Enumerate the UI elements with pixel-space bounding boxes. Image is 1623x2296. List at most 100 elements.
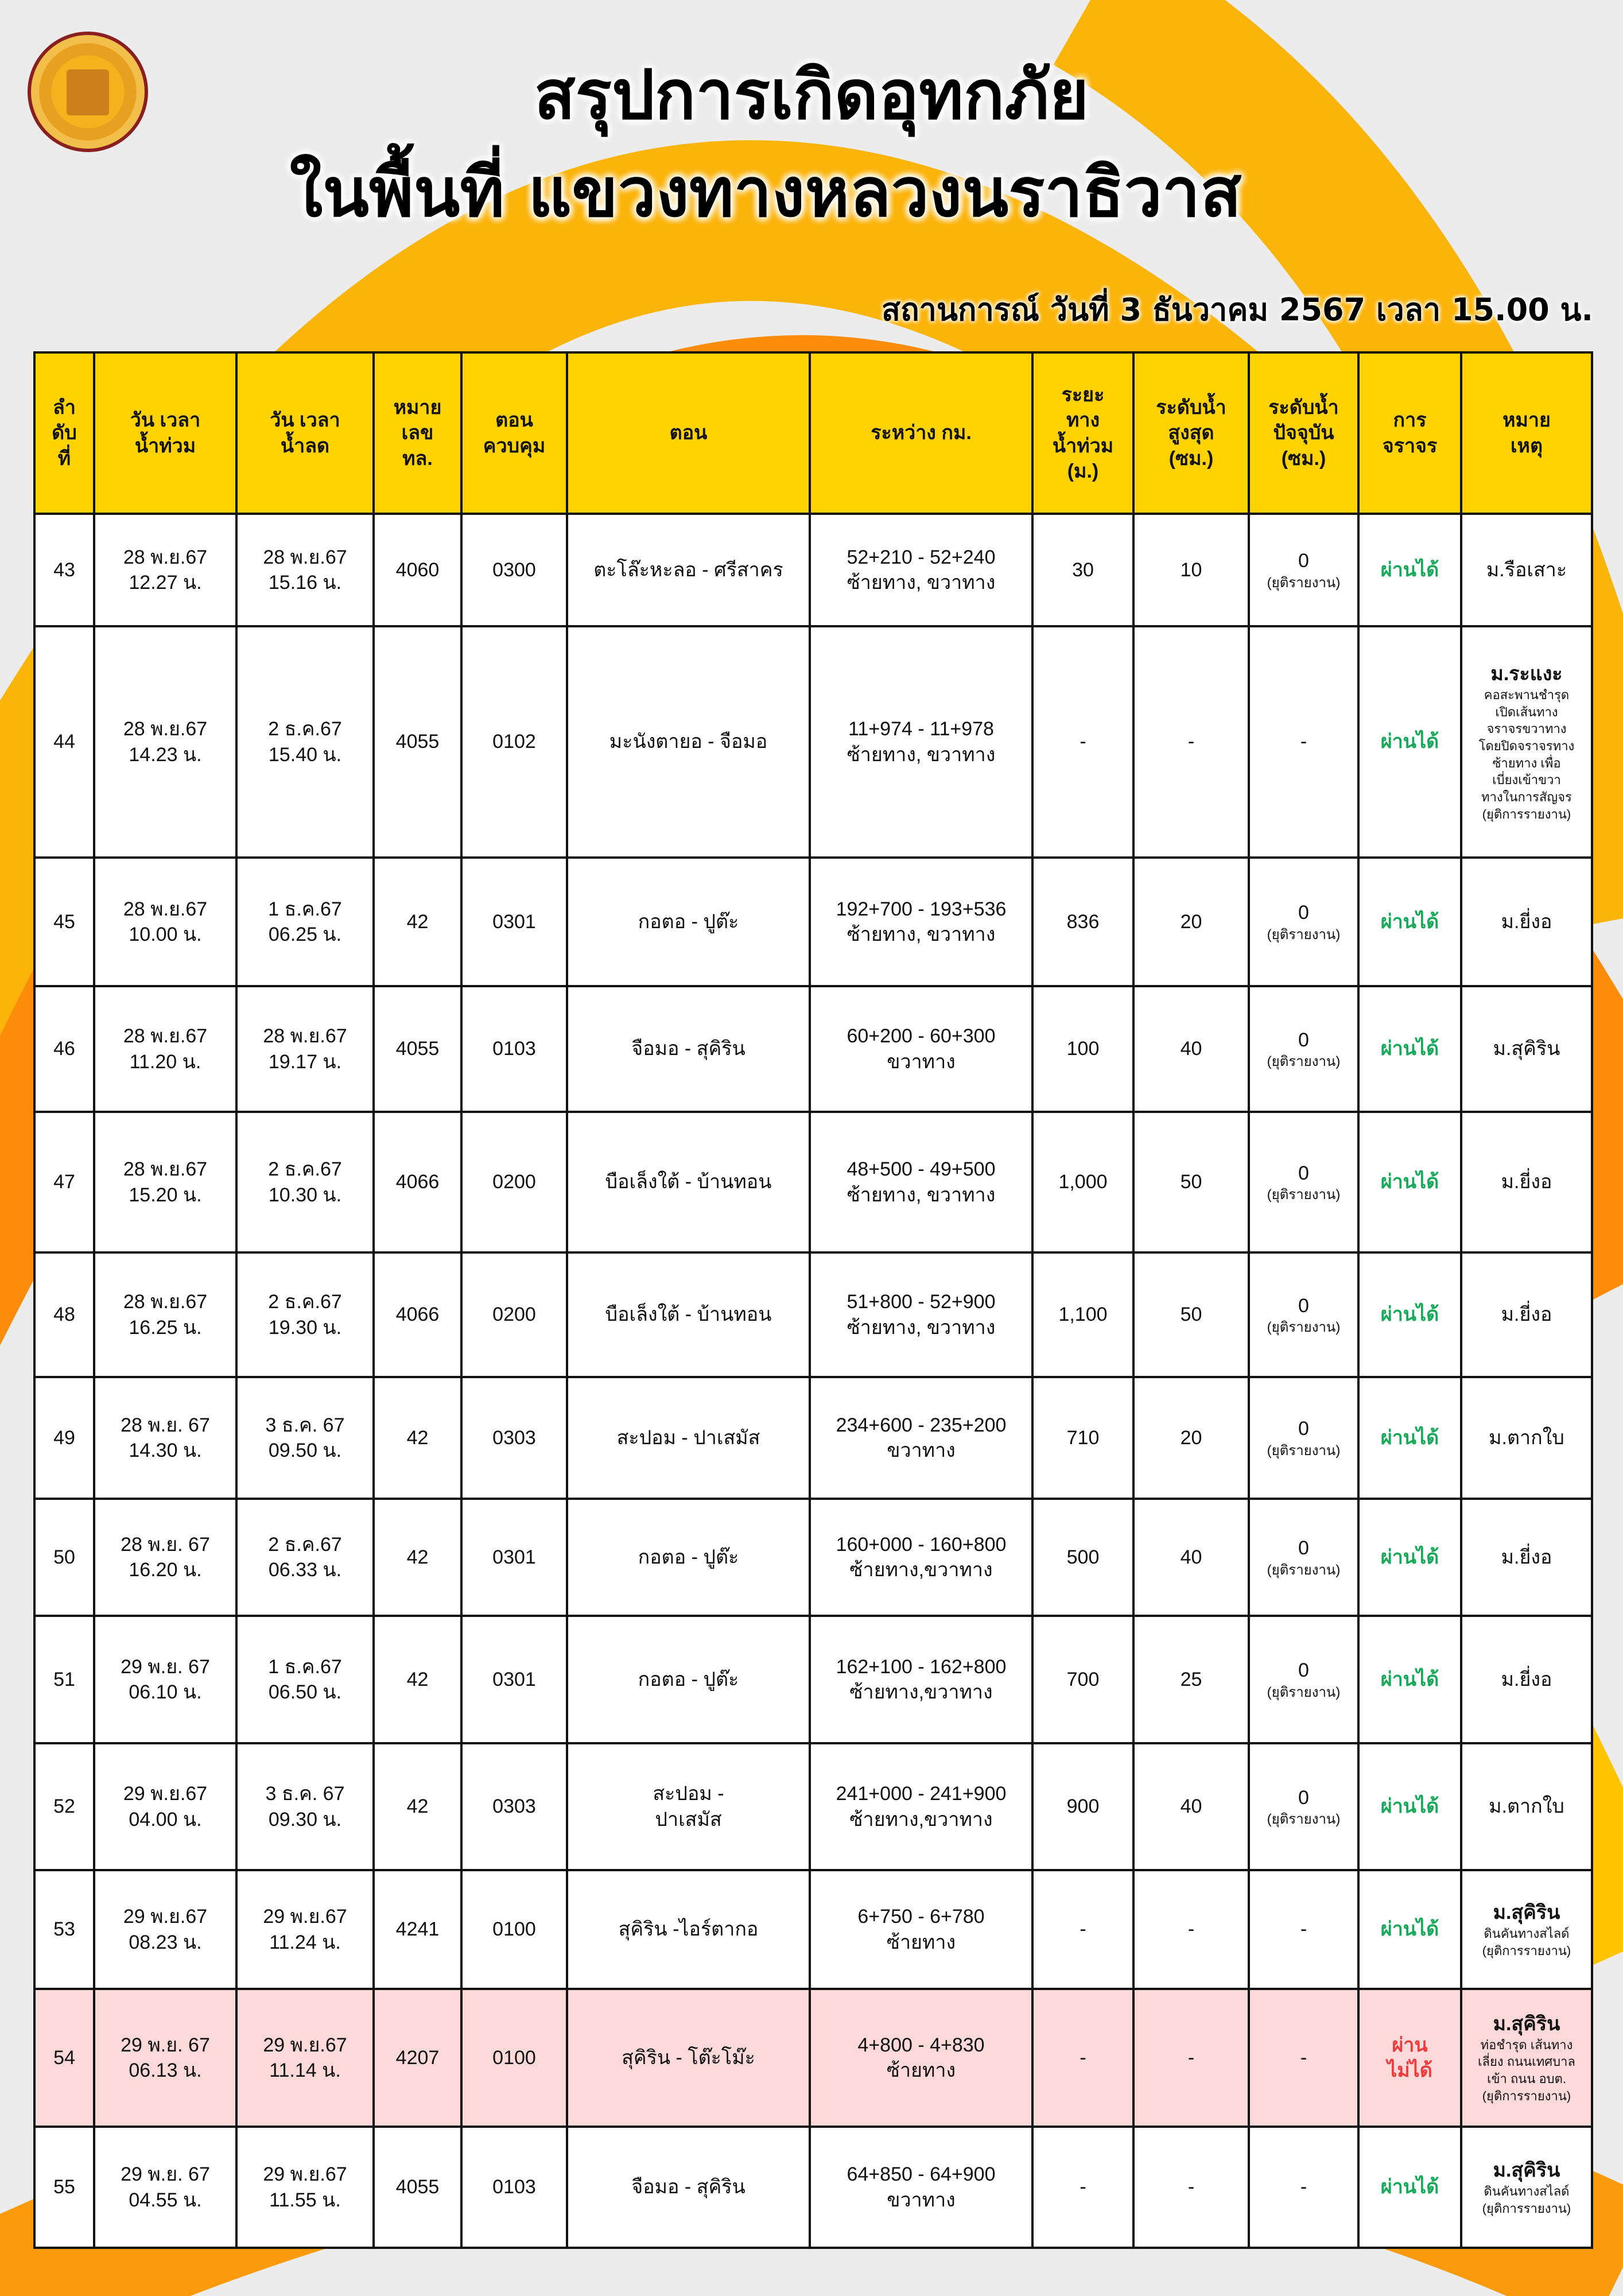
cell-max-level-text: 20 [1180, 1426, 1202, 1449]
cell-flood-distance: 1,100 [1031, 1251, 1135, 1378]
cell-no-text: 52 [53, 1795, 75, 1818]
cell-max-level-text: 40 [1180, 1795, 1202, 1818]
cell-flood-time: 28 พ.ย.67 11.20 น. [93, 985, 238, 1113]
cell-flood-distance: - [1031, 1988, 1135, 2128]
column-header-flood-distance: ระยะ ทาง น้ำท่วม (ม.) [1031, 351, 1135, 515]
cell-no: 53 [33, 1869, 95, 1990]
cell-recede-time-text: 28 พ.ย.67 15.16 น. [263, 546, 347, 594]
cell-flood-distance-text: 30 [1072, 559, 1094, 581]
cell-no: 47 [33, 1111, 95, 1254]
cell-recede-time: 2 ธ.ค.67 06.33 น. [235, 1498, 375, 1617]
cell-flood-time-text: 28 พ.ย.67 16.25 น. [123, 1291, 208, 1339]
cell-traffic-status: ผ่านได้ [1357, 1111, 1462, 1254]
current-level-note: (ยุติรายงาน) [1267, 1442, 1341, 1459]
current-level-note: (ยุติรายงาน) [1267, 1054, 1341, 1069]
cell-max-level: 20 [1132, 1376, 1250, 1500]
cell-km-range: 4+800 - 4+830 ซ้ายทาง [809, 1988, 1034, 2128]
cell-max-level-text: - [1187, 2046, 1195, 2069]
cell-no-text: 43 [53, 559, 75, 581]
cell-current-level: - [1248, 2126, 1360, 2249]
table-row: 48 28 พ.ย.67 16.25 น. 2 ธ.ค.67 19.30 น. 406… [33, 1251, 1593, 1378]
cell-remark: ม.ยี่งอ [1460, 1251, 1593, 1378]
cell-flood-time: 28 พ.ย.67 14.23 น. [93, 625, 238, 859]
cell-flood-time: 28 พ.ย. 67 16.20 น. [93, 1498, 238, 1617]
cell-current-level: 0 (ยุติรายงาน) [1248, 1376, 1360, 1500]
cell-flood-distance-text: 710 [1066, 1426, 1100, 1449]
cell-route-number: 42 [372, 856, 463, 987]
cell-flood-distance: 1,000 [1031, 1111, 1135, 1254]
cell-traffic-status: ผ่านได้ [1357, 1498, 1462, 1617]
column-header-flood-time: วัน เวลา น้ำท่วม [93, 351, 238, 515]
cell-max-level: 50 [1132, 1111, 1250, 1254]
cell-max-level-text: 50 [1180, 1304, 1202, 1326]
cell-current-level: - [1248, 1988, 1360, 2128]
cell-current-level-text: 0 [1298, 1659, 1309, 1682]
cell-km-range: 60+200 - 60+300 ขวาทาง [809, 985, 1034, 1113]
cell-max-level-text: 40 [1180, 1038, 1202, 1060]
cell-km-range-text: 64+850 - 64+900 ขวาทาง [847, 2163, 996, 2211]
remark-note: ดินคันทางสไลด์ (ยุติการรายงาน) [1482, 2183, 1571, 2216]
cell-max-level: - [1132, 1988, 1250, 2128]
cell-control-section-text: 0200 [492, 1304, 536, 1326]
cell-route-number: 4066 [372, 1111, 463, 1254]
current-level-note: (ยุติรายงาน) [1267, 1320, 1341, 1335]
cell-recede-time-text: 2 ธ.ค.67 10.30 น. [268, 1158, 342, 1206]
cell-no: 52 [33, 1742, 95, 1871]
cell-max-level: 50 [1132, 1251, 1250, 1378]
cell-flood-distance: 100 [1031, 985, 1135, 1113]
cell-section: สุคิริน -ไอร์ตากอ [566, 1869, 811, 1990]
cell-flood-distance: 710 [1031, 1376, 1135, 1500]
cell-current-level-text: 0 [1298, 1786, 1309, 1809]
cell-recede-time-text: 3 ธ.ค. 67 09.50 น. [265, 1414, 345, 1461]
cell-km-range: 48+500 - 49+500 ซ้ายทาง, ขวาทาง [809, 1111, 1034, 1254]
cell-no-text: 49 [53, 1426, 75, 1449]
cell-flood-distance: - [1031, 1869, 1135, 1990]
cell-control-section-text: 0102 [492, 731, 536, 753]
cell-km-range-text: 241+000 - 241+900 ซ้ายทาง,ขวาทาง [836, 1783, 1007, 1830]
cell-current-level-text: 0 [1298, 1029, 1309, 1051]
cell-km-range-text: 192+700 - 193+536 ซ้ายทาง, ขวาทาง [836, 898, 1007, 945]
cell-traffic-status: ผ่านได้ [1357, 1869, 1462, 1990]
page-subtitle: ในพื้นที่ แขวงทางหลวงนราธิวาส [289, 153, 1242, 232]
cell-section: กอตอ - ปูต๊ะ [566, 1498, 811, 1617]
table-row: 45 28 พ.ย.67 10.00 น. 1 ธ.ค.67 06.25 น. 42 0… [33, 856, 1593, 987]
cell-flood-time: 29 พ.ย. 67 06.10 น. [93, 1615, 238, 1744]
table-row: 54 29 พ.ย. 67 06.13 น. 29 พ.ย.67 11.14 น. 4… [33, 1988, 1593, 2128]
cell-flood-distance: 836 [1031, 856, 1135, 987]
current-level-note: (ยุติรายงาน) [1267, 575, 1341, 591]
cell-section-text: กอตอ - ปูต๊ะ [638, 1546, 739, 1568]
cell-route-number-text: 4241 [395, 1918, 440, 1941]
cell-flood-distance: 30 [1031, 513, 1135, 627]
current-level-note: (ยุติรายงาน) [1267, 1187, 1341, 1203]
cell-traffic-status-text: ผ่านได้ [1380, 910, 1439, 933]
cell-control-section: 0103 [460, 2126, 568, 2249]
table-header-row: ลำ ดับ ที่ วัน เวลา น้ำท่วม วัน เวลา น้ำลด… [33, 351, 1593, 515]
cell-route-number: 42 [372, 1615, 463, 1744]
cell-route-number-text: 4055 [395, 731, 440, 753]
cell-remark: ม.ตากใบ [1460, 1376, 1593, 1500]
cell-traffic-status: ผ่าน ไม่ได้ [1357, 1988, 1462, 2128]
cell-no: 50 [33, 1498, 95, 1617]
cell-route-number-text: 4060 [395, 559, 440, 581]
cell-km-range: 234+600 - 235+200 ขวาทาง [809, 1376, 1034, 1500]
cell-remark-text: ม.สุคิริน [1493, 2159, 1560, 2181]
cell-km-range-text: 60+200 - 60+300 ขวาทาง [847, 1025, 996, 1073]
cell-no-text: 53 [53, 1918, 75, 1941]
cell-control-section-text: 0300 [492, 559, 536, 581]
cell-traffic-status-text: ผ่านได้ [1380, 1546, 1439, 1568]
cell-km-range: 241+000 - 241+900 ซ้ายทาง,ขวาทาง [809, 1742, 1034, 1871]
cell-control-section: 0100 [460, 1988, 568, 2128]
cell-route-number-text: 42 [406, 1546, 429, 1568]
cell-km-range: 64+850 - 64+900 ขวาทาง [809, 2126, 1034, 2249]
cell-traffic-status: ผ่านได้ [1357, 985, 1462, 1113]
cell-control-section-text: 0303 [492, 1795, 536, 1818]
cell-route-number-text: 42 [406, 910, 429, 933]
cell-km-range-text: 160+000 - 160+800 ซ้ายทาง,ขวาทาง [836, 1533, 1007, 1581]
cell-traffic-status: ผ่านได้ [1357, 1742, 1462, 1871]
cell-traffic-status: ผ่านได้ [1357, 1251, 1462, 1378]
cell-max-level-text: - [1187, 731, 1195, 753]
cell-max-level-text: 20 [1180, 910, 1202, 933]
cell-no: 49 [33, 1376, 95, 1500]
column-header-max-level: ระดับน้ำ สูงสุด (ซม.) [1132, 351, 1250, 515]
cell-km-range-text: 6+750 - 6+780 ซ้ายทาง [857, 1906, 985, 1953]
